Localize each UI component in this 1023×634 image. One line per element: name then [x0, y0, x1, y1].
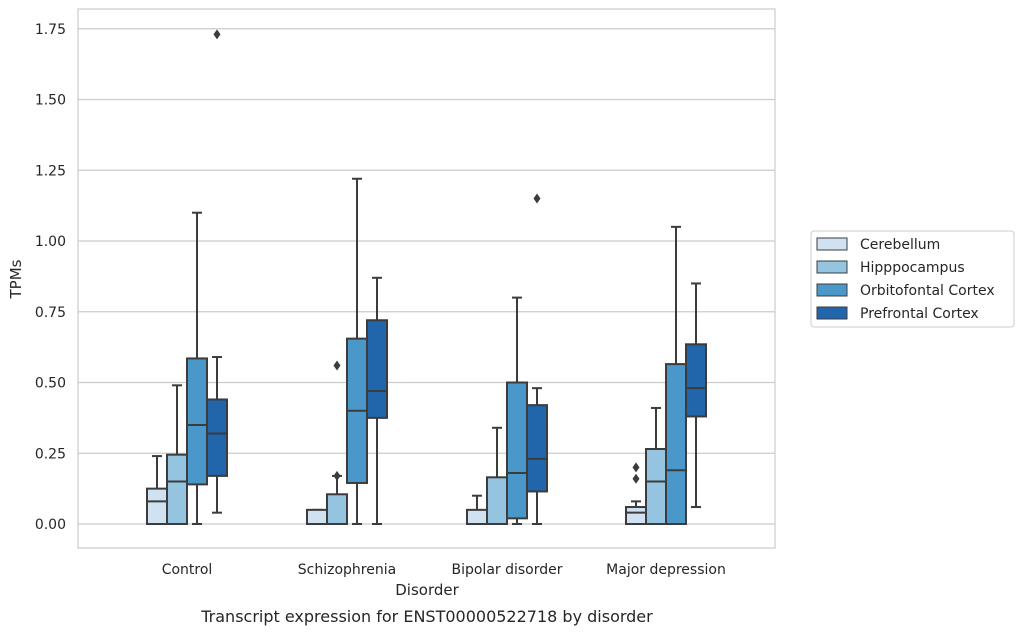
outlier-point: [632, 462, 640, 473]
y-tick-label: 0.50: [35, 376, 66, 392]
legend-swatch: [816, 306, 848, 320]
box-hipppocampus: [645, 406, 667, 526]
iqr-box: [526, 404, 548, 493]
x-axis-label: Disorder: [395, 581, 459, 599]
iqr-box: [665, 363, 687, 526]
box-prefrontal-cortex: [526, 193, 548, 525]
x-axis-ticks: Control Schizophrenia Bipolar disorder Majo…: [162, 562, 726, 578]
box-orbitofontal-cortex: [506, 296, 528, 525]
iqr-box: [645, 448, 667, 526]
legend-label: Prefrontal Cortex: [860, 306, 979, 322]
legend: Cerebellum Hipppocampus Orbitofontal Corte…: [810, 230, 1015, 328]
y-tick-label: 0.75: [35, 305, 66, 321]
iqr-box: [466, 508, 488, 526]
box-orbitofontal-cortex: [186, 211, 208, 525]
outlier-point: [333, 470, 341, 481]
iqr-box: [146, 487, 168, 525]
iqr-box: [326, 493, 348, 526]
iqr-box: [366, 319, 388, 419]
iqr-box: [306, 508, 328, 526]
box-orbitofontal-cortex: [346, 177, 368, 525]
outlier-point: [533, 193, 541, 204]
legend-swatch: [816, 283, 848, 297]
legend-frame: [810, 230, 1015, 328]
y-tick-label: 1.00: [35, 234, 66, 250]
box-hipppocampus: [486, 426, 508, 525]
y-tick-label: 1.75: [35, 22, 66, 38]
legend-swatch: [816, 237, 848, 251]
iqr-box: [625, 506, 647, 525]
box-hipppocampus: [166, 384, 188, 526]
legend-label: Cerebellum: [860, 237, 940, 253]
x-tick-label: Control: [162, 562, 213, 578]
box-prefrontal-cortex: [206, 29, 228, 514]
box-prefrontal-cortex: [685, 282, 707, 509]
iqr-box: [486, 476, 508, 525]
iqr-box: [186, 357, 208, 486]
box-cerebellum: [306, 508, 328, 526]
y-tick-label: 1.25: [35, 163, 66, 179]
y-tick-label: 1.50: [35, 93, 66, 109]
box-cerebellum: [146, 455, 168, 525]
y-tick-label: 0.25: [35, 446, 66, 462]
y-tick-label: 0.00: [35, 517, 66, 533]
x-tick-label: Major depression: [606, 562, 726, 578]
legend-label: Hipppocampus: [860, 260, 965, 276]
outlier-point: [333, 360, 341, 371]
x-tick-label: Schizophrenia: [298, 562, 396, 578]
box-hipppocampus: [326, 360, 348, 526]
outlier-point: [213, 29, 221, 40]
box-orbitofontal-cortex: [665, 225, 687, 526]
box-cerebellum: [466, 494, 488, 526]
plot-area-frame: [77, 8, 776, 549]
iqr-box: [166, 453, 188, 526]
box-prefrontal-cortex: [366, 276, 388, 525]
iqr-box: [506, 381, 528, 520]
outlier-point: [632, 473, 640, 484]
y-axis-ticks: 0.00 0.25 0.50 0.75 1.00 1.25 1.50 1.75: [35, 22, 66, 533]
chart-caption: Transcript expression for ENST0000052271…: [200, 607, 653, 626]
legend-swatch: [816, 260, 848, 274]
x-tick-label: Bipolar disorder: [451, 562, 562, 578]
legend-label: Orbitofontal Cortex: [860, 283, 995, 299]
y-axis-label: TPMs: [7, 259, 25, 299]
box-cerebellum: [625, 462, 647, 525]
iqr-box: [206, 398, 228, 477]
boxes-layer: [146, 29, 707, 526]
iqr-box: [685, 343, 707, 418]
